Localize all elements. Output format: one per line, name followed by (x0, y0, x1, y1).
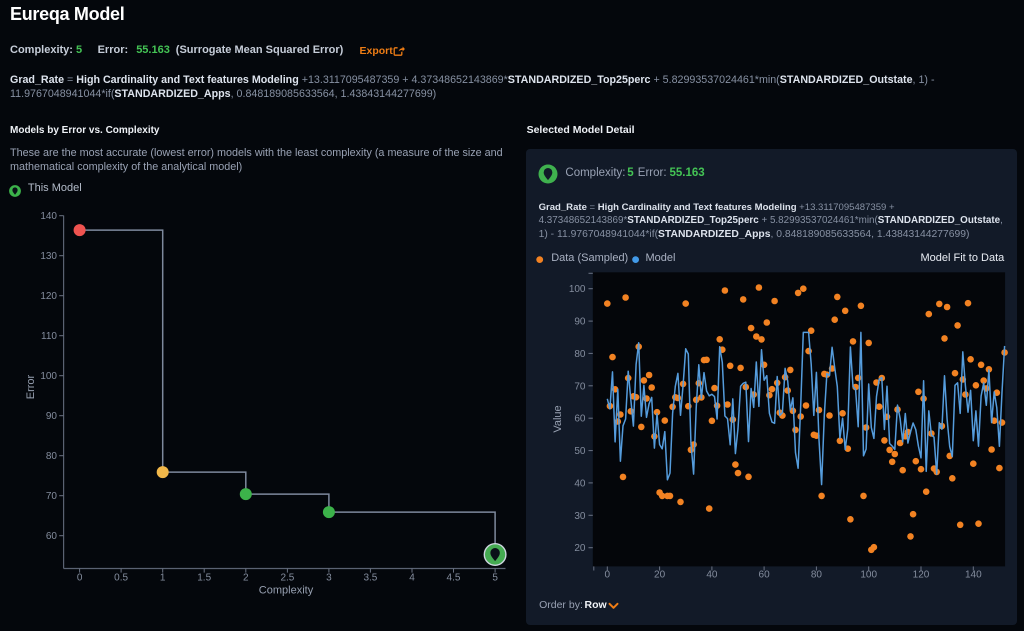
svg-text:4: 4 (409, 573, 415, 584)
svg-text:5: 5 (492, 573, 498, 584)
svg-text:2: 2 (243, 573, 249, 584)
svg-text:120: 120 (913, 570, 930, 581)
svg-text:40: 40 (706, 570, 718, 581)
svg-text:60: 60 (46, 531, 58, 542)
svg-text:20: 20 (574, 543, 586, 554)
svg-text:0: 0 (77, 573, 83, 584)
svg-text:Error: Error (25, 374, 37, 399)
svg-text:30: 30 (574, 511, 586, 522)
svg-text:80: 80 (46, 451, 58, 462)
svg-text:130: 130 (40, 251, 57, 262)
svg-text:50: 50 (574, 446, 586, 457)
svg-text:90: 90 (46, 411, 58, 422)
svg-text:120: 120 (40, 291, 57, 302)
svg-text:80: 80 (574, 349, 586, 360)
svg-text:Complexity: Complexity (259, 585, 314, 597)
svg-text:2.5: 2.5 (280, 573, 294, 584)
svg-text:70: 70 (574, 381, 586, 392)
svg-text:100: 100 (860, 570, 877, 581)
svg-text:60: 60 (574, 414, 586, 425)
svg-text:3.5: 3.5 (363, 573, 377, 584)
svg-text:140: 140 (40, 211, 57, 222)
svg-text:140: 140 (965, 570, 982, 581)
svg-text:1.5: 1.5 (197, 573, 211, 584)
svg-text:60: 60 (759, 570, 771, 581)
svg-text:0: 0 (605, 570, 611, 581)
svg-text:70: 70 (46, 491, 58, 502)
svg-text:100: 100 (569, 284, 586, 295)
svg-text:0.5: 0.5 (114, 573, 128, 584)
svg-text:3: 3 (326, 573, 332, 584)
svg-text:110: 110 (41, 331, 57, 342)
svg-text:20: 20 (654, 570, 666, 581)
svg-text:100: 100 (40, 371, 57, 382)
svg-text:Value: Value (552, 405, 564, 432)
svg-text:90: 90 (574, 317, 586, 328)
svg-text:1: 1 (160, 573, 166, 584)
svg-text:80: 80 (811, 570, 823, 581)
svg-text:40: 40 (574, 478, 586, 489)
svg-text:4.5: 4.5 (447, 573, 461, 584)
